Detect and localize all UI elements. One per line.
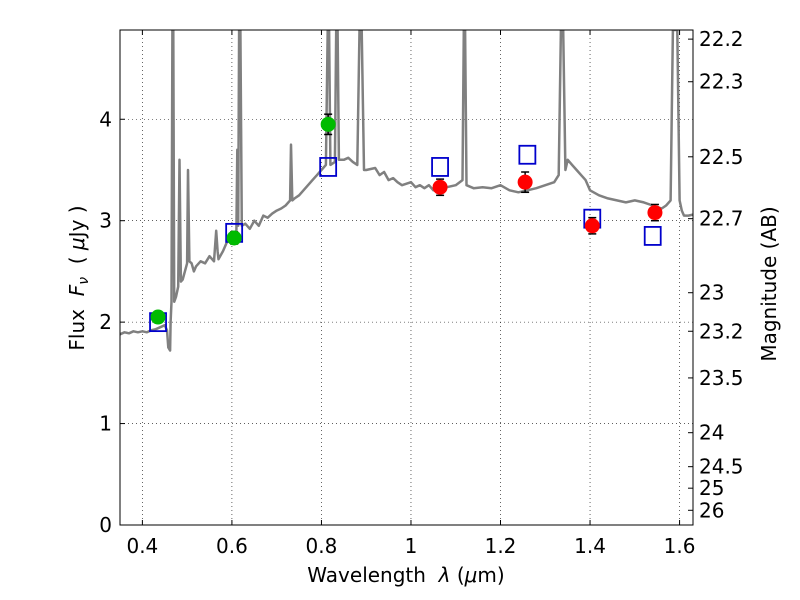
data-point: [320, 116, 336, 132]
mag-tick-label: 23: [699, 281, 724, 305]
plot-background: [120, 30, 693, 525]
y-tick-label: 3: [99, 209, 112, 233]
x-tick-label: 0.4: [126, 534, 158, 558]
mag-tick-label: 22.7: [699, 207, 744, 231]
y-tick-label: 4: [99, 107, 112, 131]
data-point: [432, 179, 448, 195]
y-tick-label: 0: [99, 513, 112, 537]
x-tick-label: 1.4: [574, 534, 606, 558]
data-point: [517, 174, 533, 190]
data-point: [226, 230, 242, 246]
x-tick-label: 0.6: [216, 534, 248, 558]
y-axis-label: Flux Fν ( μJy ): [65, 205, 92, 350]
mag-tick-label: 23.2: [699, 319, 744, 343]
mag-tick-label: 24: [699, 421, 724, 445]
y2-axis-label: Magnitude (AB): [757, 206, 781, 361]
model-photometry-square: [643, 226, 662, 246]
data-points-layer: [149, 113, 663, 333]
plot-frame: [119, 29, 694, 526]
x-tick-label: 1.6: [664, 534, 696, 558]
y-tick-label: 2: [99, 310, 112, 334]
mag-tick-label: 26: [699, 498, 724, 522]
axis-ticks: 0.4 0.6 0.8 1 1.2 1.4 1.60123422.222.322.522.7…: [99, 27, 743, 558]
x-tick-label: 1: [405, 534, 418, 558]
grid-lines: [120, 30, 693, 525]
y-tick-label: 1: [99, 412, 112, 436]
model-photometry-square: [431, 157, 449, 177]
model-spectrum-layer: [120, 30, 693, 352]
mag-tick-label: 22.2: [699, 27, 744, 51]
model-photometry-square: [319, 157, 338, 177]
mag-tick-label: 25: [699, 476, 724, 500]
mag-tick-label: 22.5: [699, 145, 744, 169]
data-point: [647, 205, 663, 221]
x-axis-label: Wavelength λ (μm): [307, 563, 504, 587]
data-point: [584, 218, 600, 234]
mag-tick-label: 24.5: [699, 455, 744, 479]
model-photometry-square: [518, 144, 537, 165]
x-tick-label: 1.2: [485, 534, 517, 558]
mag-tick-label: 22.3: [699, 70, 744, 94]
model-spectrum-line: [120, 30, 693, 352]
mag-tick-label: 23.5: [699, 366, 744, 390]
x-tick-label: 0.8: [306, 534, 338, 558]
data-point: [150, 309, 166, 325]
